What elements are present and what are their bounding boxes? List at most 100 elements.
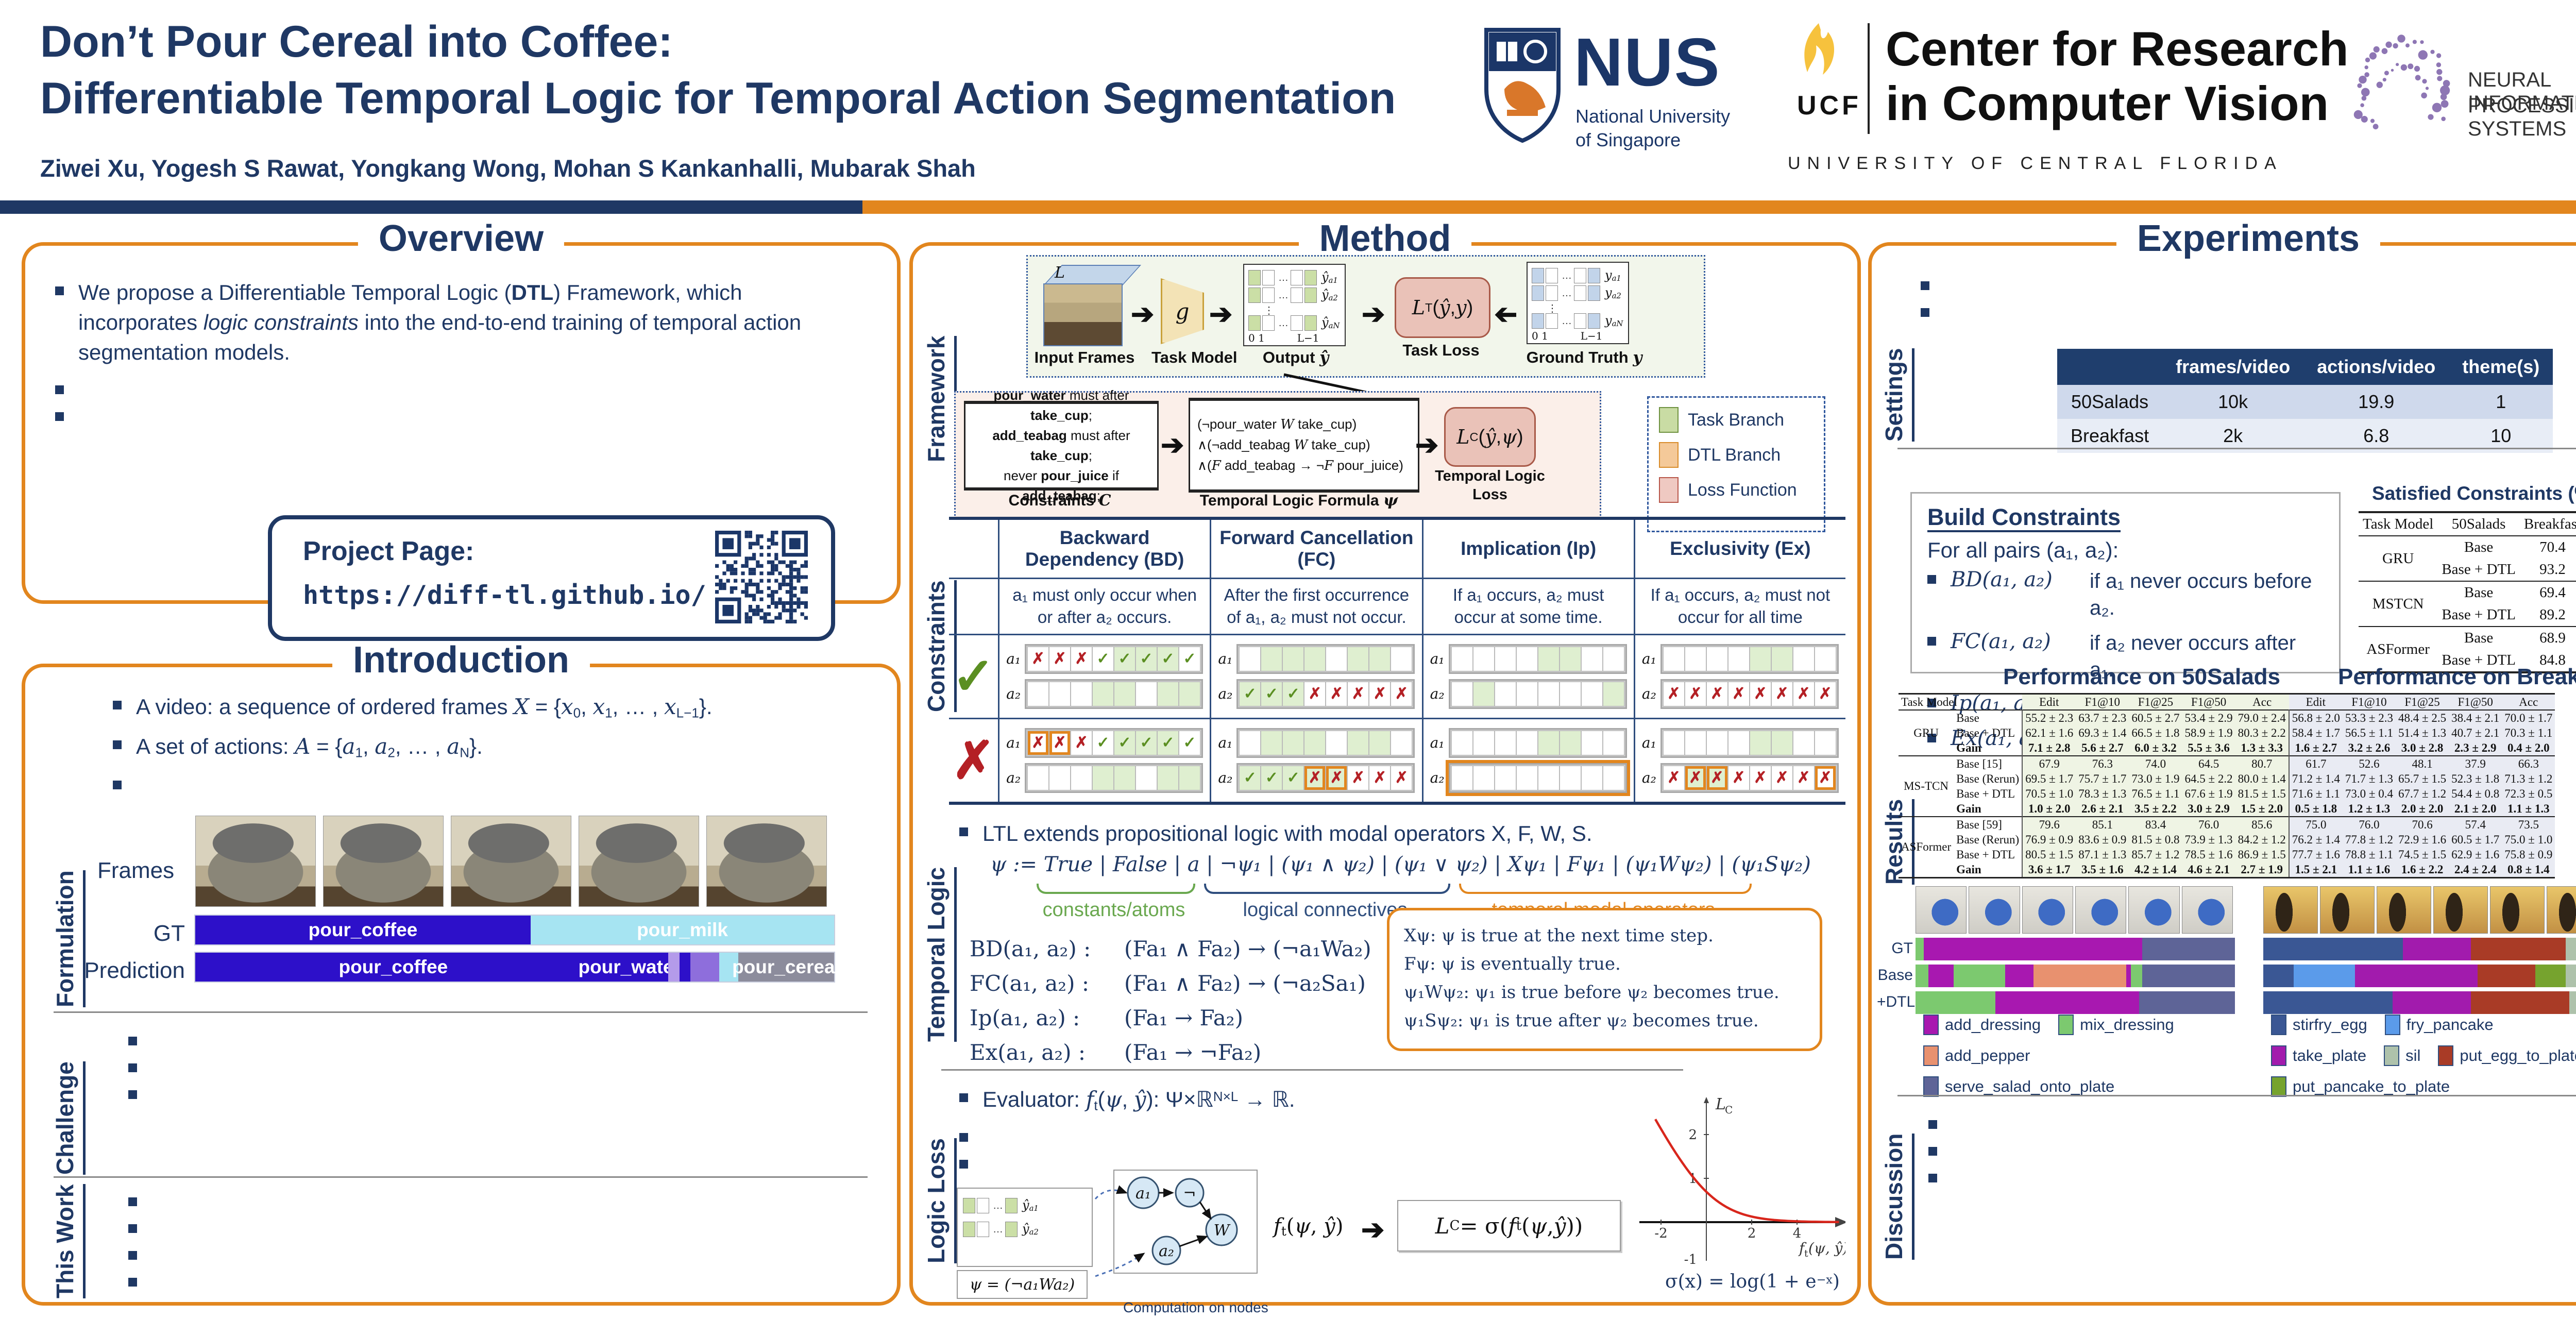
timeline-cell <box>1581 765 1603 790</box>
matrix-row-label: ya1 <box>1605 268 1621 283</box>
legend-entry: fry_pancake <box>2384 1014 2494 1035</box>
value-cell: 52.3 ± 1.8 <box>2449 771 2502 786</box>
action-segment <box>690 953 719 982</box>
timeline-cell: ✗ <box>1027 646 1049 671</box>
table-header-cell: Breakfast <box>2523 516 2576 532</box>
cross-icon: ✗ <box>1754 685 1767 703</box>
legend-swatch <box>1923 1014 1939 1035</box>
value-cell: 78.8 ± 1.1 <box>2342 847 2396 862</box>
crcv-divider <box>1868 23 1870 134</box>
ctable-cell: a₁ a₂ <box>1421 635 1634 718</box>
value-cell: 1.5 ± 2.0 <box>2235 801 2289 817</box>
value-cell: 69.3 ± 1.4 <box>2076 725 2129 740</box>
value-cell: 2.7 ± 1.9 <box>2235 862 2289 878</box>
introduction-section: Introduction Formulation A video: a sequ… <box>22 639 901 1306</box>
value-cell: 4.6 ± 2.1 <box>2182 862 2235 878</box>
timeline-cell <box>1179 765 1201 790</box>
timeline-cell <box>1451 681 1473 706</box>
legend-entry: sil <box>2384 1045 2420 1066</box>
video-thumbnail <box>2022 886 2073 934</box>
timeline-cell <box>1347 646 1369 671</box>
timeline-cell <box>1282 646 1304 671</box>
value-cell: 3.0 ± 2.9 <box>2182 801 2235 817</box>
timeline-cell <box>1391 646 1413 671</box>
discussion-label: Discussion <box>1880 1133 1914 1260</box>
timeline-cell <box>1581 646 1603 671</box>
variant-cell: Base (Rerun) <box>1956 772 2020 785</box>
frames-row-label: Frames <box>97 858 175 883</box>
timeline-cell: ✗ <box>1727 765 1750 790</box>
model-cell: MSTCN <box>2372 595 2424 612</box>
this-work-bullets <box>128 1189 860 1296</box>
timeline-cell: ✗ <box>1684 765 1706 790</box>
check-icon: ✓ <box>1161 650 1175 668</box>
value-cell: 70.6 <box>2396 817 2449 832</box>
bullet-marker <box>1927 734 1936 742</box>
table-row: Base (Rerun) 69.5 ± 1.7 75.7 ± 1.7 73.0 ± 1… <box>1899 771 2555 786</box>
timeline-cell <box>1581 681 1603 706</box>
timeline-cell: ✗ <box>1071 730 1093 755</box>
check-icon: ✓ <box>1140 734 1153 752</box>
video-thumbnail <box>1969 886 2020 934</box>
matrix-cell <box>1304 288 1317 303</box>
experiments-title: Experiments <box>2116 217 2381 260</box>
value-cell: 80.3 ± 2.2 <box>2235 725 2289 740</box>
value-cell: 64.5 ± 2.2 <box>2182 771 2235 786</box>
value-cell: 51.4 ± 1.3 <box>2396 725 2449 740</box>
table-header-cell: Task Model <box>2363 516 2434 532</box>
constraint-formulas: BD(a₁, a₂) : (Fa₁ ∧ Fa₂) → (¬a₁Wa₂) FC(a₁,… <box>970 936 1371 1074</box>
operator-semantic: ψ₁Sψ₂: ψ₁ is true after ψ₂ becomes true. <box>1404 1010 1759 1031</box>
matrix-cell <box>1248 270 1261 285</box>
action-segment <box>1916 938 1924 960</box>
check-icon: ✓ <box>1161 734 1175 752</box>
value-cell: 85.7 ± 1.2 <box>2129 847 2182 862</box>
matrix-row-label: ŷa1 <box>1321 270 1338 285</box>
action-timeline: a₁ <box>1430 728 1627 758</box>
table-header-cell <box>2057 349 2163 385</box>
gt-row-label: GT <box>153 921 185 946</box>
action-timeline: a₂ ✓ ✓ ✓ ✗ ✗ ✗ ✗ ✗ <box>1218 679 1415 709</box>
timeline-action-label: a₂ <box>1218 769 1233 787</box>
table-header-cell: actions/video <box>2303 349 2449 385</box>
nus-shield-icon <box>1484 28 1561 143</box>
check-icon: ✓ <box>1243 685 1257 703</box>
table-header-cell: 50Salads <box>2451 516 2506 532</box>
ctable-example-row: ✓ a₁ ✗ ✗ ✗ ✓ ✓ ✓ ✓ ✓ a₂ a₁ a₂ ✓ ✓ ✓ ✗ ✗ ✗ ✗ ✗ a₁ a₂ a₁ a₂ ✗ ✗ ✗ ✗ ✗ ✗ ✗… <box>949 633 1845 718</box>
action-segment <box>2033 965 2127 987</box>
action-segment-label: pour_milk <box>637 919 728 940</box>
project-page-label: Project Page: <box>303 536 474 566</box>
action-timeline: a₂ ✗ ✗ ✗ ✗ ✗ ✗ ✗ ✗ <box>1642 679 1839 709</box>
action-segment <box>668 953 680 982</box>
timeline-action-label: a₂ <box>1006 769 1021 787</box>
build-constraints-box: Build Constraints For all pairs (a₁, a₂)… <box>1910 492 2341 751</box>
check-icon: ✓ <box>1265 769 1278 787</box>
value-cell: 70.5 ± 1.0 <box>2022 786 2076 801</box>
cross-icon: ✗ <box>1797 685 1810 703</box>
constants-brace <box>1037 884 1195 894</box>
value-cell: 1.6 ± 2.2 <box>2396 862 2449 878</box>
bullet-marker <box>113 701 122 709</box>
timeline-cell: ✓ <box>1282 681 1304 706</box>
bullet-text: Evaluator: ft(ψ, ŷ): Ψ×ℝN×L → ℝ. <box>982 1087 1295 1113</box>
check-icon: ✓ <box>1243 769 1257 787</box>
project-page-url[interactable]: https://diff-tl.github.io/ <box>303 580 706 610</box>
cross-icon: ✗ <box>1373 769 1386 787</box>
ctable-cell: a₁ ✗ ✗ ✗ ✓ ✓ ✓ ✓ ✓ a₂ <box>998 719 1210 802</box>
bullet-item <box>128 1189 860 1206</box>
action-segment <box>719 953 738 982</box>
action-segment: pour_coffee <box>195 953 591 982</box>
connectives-label: logical connectives <box>1243 899 1408 921</box>
action-segment: pour_milk <box>531 916 834 944</box>
formula-box: (¬pour_water W take_cup) ∧(¬add_teabag W … <box>1189 398 1419 493</box>
timeline-cell <box>1559 765 1581 790</box>
timeline-cell <box>1559 681 1581 706</box>
table-cell: Base + DTL <box>2442 561 2516 578</box>
bullet-marker <box>55 412 64 421</box>
constraints-box: pour_water must after take_cup; add_teaba… <box>964 387 1159 503</box>
bullet-item <box>128 1215 860 1233</box>
value-cell: 1.1 ± 1.3 <box>2502 801 2555 817</box>
overview-title: Overview <box>358 217 565 260</box>
experiments-section: Experiments Settings frames/video actions… <box>1868 217 2576 1306</box>
model-cell: MS-TCN <box>1904 780 1949 792</box>
